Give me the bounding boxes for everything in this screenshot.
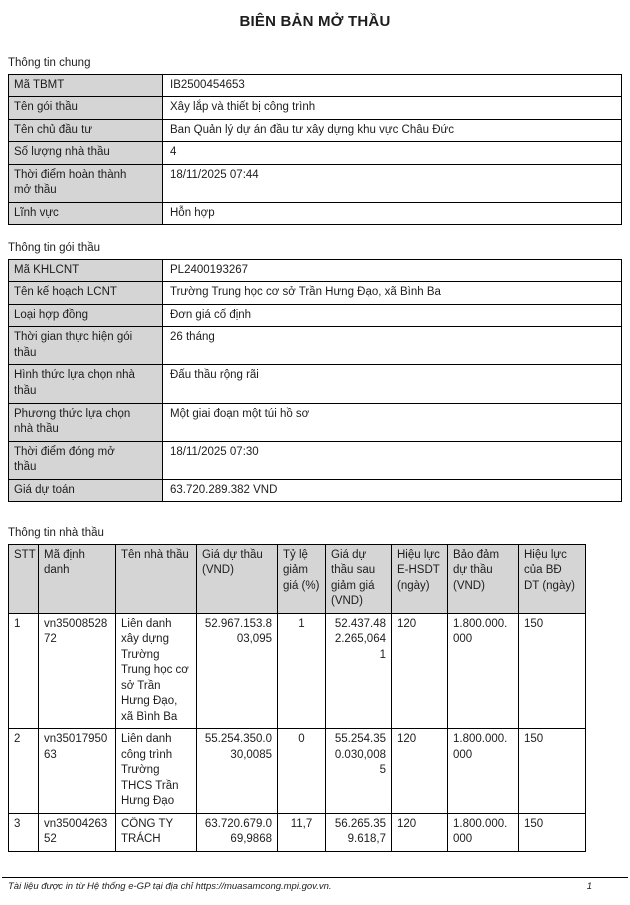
- cell-name: CÔNG TY TRÁCH: [115, 812, 197, 852]
- package-info-table: Mã KHLCNT PL2400193267 Tên kế hoạch LCNT…: [8, 258, 622, 503]
- cell-price-after: 55.254.350.030,0085: [325, 728, 392, 814]
- cell-security-validity: 150: [518, 612, 586, 730]
- cell-discount: 11,7: [277, 812, 326, 852]
- table-row: Tên kế hoạch LCNT Trường Trung học cơ sở…: [8, 281, 622, 305]
- row-value: Một giai đoạn một túi hồ sơ: [162, 402, 622, 442]
- cell-stt: 2: [8, 728, 39, 814]
- cell-name: Liên danh công trình Trường THCS Trần Hư…: [115, 728, 197, 814]
- table-row: Thời điểm hoàn thành mở thầu 18/11/2025 …: [8, 163, 622, 203]
- table-row: Thời điểm đóng mở thầu 18/11/2025 07:30: [8, 440, 622, 480]
- row-label: Thời điểm hoàn thành mở thầu: [8, 163, 163, 203]
- row-label: Phương thức lựa chọn nhà thầu: [8, 402, 163, 442]
- row-value: IB2500454653: [162, 73, 622, 98]
- cell-validity: 120: [391, 728, 448, 814]
- bidders-table: STT Mã định danh Tên nhà thầu Giá dự thầ…: [8, 543, 586, 852]
- row-label: Mã TBMT: [8, 73, 163, 98]
- page-footer: Tài liệu được in từ Hệ thống e-GP tại đị…: [2, 877, 628, 894]
- header-cell-price-after: Giá dự thầu sau giảm giá (VND): [325, 543, 392, 614]
- row-value: 18/11/2025 07:30: [162, 440, 622, 480]
- section-heading-package: Thông tin gói thầu: [8, 242, 101, 255]
- header-cell-id: Mã định danh: [38, 543, 116, 614]
- row-label: Loại hợp đồng: [8, 303, 163, 328]
- header-cell-validity: Hiệu lực E-HSDT (ngày): [391, 543, 448, 614]
- bidder-row: 2 vn3501795063 Liên danh công trình Trườ…: [8, 728, 586, 814]
- row-value: 18/11/2025 07:44: [162, 163, 622, 203]
- row-label: Tên chủ đầu tư: [8, 118, 163, 143]
- footer-note: Tài liệu được in từ Hệ thống e-GP tại đị…: [8, 881, 332, 892]
- row-label: Giá dự toán: [8, 478, 163, 503]
- header-cell-name: Tên nhà thầu: [115, 543, 197, 614]
- header-cell-discount: Tỷ lệ giảm giá (%): [277, 543, 326, 614]
- cell-discount: 1: [277, 612, 326, 730]
- table-row: Giá dự toán 63.720.289.382 VND: [8, 478, 622, 503]
- cell-name: Liên danh xây dựng Trường Trung học cơ s…: [115, 612, 197, 730]
- cell-bid-price: 63.720.679.069,9868: [196, 812, 278, 852]
- row-value: Đơn giá cố định: [162, 303, 622, 328]
- cell-id: vn3500852872: [38, 612, 116, 730]
- cell-security-validity: 150: [518, 728, 586, 814]
- header-cell-security: Bảo đảm dự thầu (VND): [447, 543, 519, 614]
- cell-discount: 0: [277, 728, 326, 814]
- section-heading-bidders: Thông tin nhà thầu: [8, 527, 104, 540]
- cell-stt: 3: [8, 812, 39, 852]
- table-row: Thời gian thực hiện gói thầu 26 tháng: [8, 326, 622, 366]
- table-row: Số lượng nhà thầu 4: [8, 141, 622, 165]
- section-heading-general: Thông tin chung: [8, 57, 91, 70]
- page-number: 1: [586, 881, 592, 892]
- header-cell-stt: STT: [8, 543, 39, 614]
- general-info-table: Mã TBMT IB2500454653 Tên gói thầu Xây lắ…: [8, 73, 622, 226]
- table-row: Hình thức lựa chọn nhà thầu Đấu thầu rộn…: [8, 364, 622, 404]
- cell-id: vn3500426352: [38, 812, 116, 852]
- bidder-row: 1 vn3500852872 Liên danh xây dựng Trường…: [8, 612, 586, 730]
- table-row: Mã TBMT IB2500454653: [8, 73, 622, 98]
- row-label: Lĩnh vực: [8, 201, 163, 226]
- row-value: Đấu thầu rộng rãi: [162, 364, 622, 404]
- row-label: Tên gói thầu: [8, 96, 163, 120]
- row-label: Hình thức lựa chọn nhà thầu: [8, 364, 163, 404]
- cell-security: 1.800.000.000: [447, 612, 519, 730]
- cell-bid-price: 55.254.350.030,0085: [196, 728, 278, 814]
- row-value: Xây lắp và thiết bị công trình: [162, 96, 622, 120]
- table-row: Loại hợp đồng Đơn giá cố định: [8, 303, 622, 328]
- row-label: Tên kế hoạch LCNT: [8, 281, 163, 305]
- table-row: Tên chủ đầu tư Ban Quản lý dự án đầu tư …: [8, 118, 622, 143]
- row-label: Thời điểm đóng mở thầu: [8, 440, 163, 480]
- table-row: Tên gói thầu Xây lắp và thiết bị công tr…: [8, 96, 622, 120]
- table-header-row: STT Mã định danh Tên nhà thầu Giá dự thầ…: [8, 543, 586, 614]
- header-cell-security-validity: Hiệu lực của BĐ DT (ngày): [518, 543, 586, 614]
- cell-price-after: 56.265.359.618,7: [325, 812, 392, 852]
- row-value: 4: [162, 141, 622, 165]
- cell-security: 1.800.000.000: [447, 812, 519, 852]
- cell-security-validity: 150: [518, 812, 586, 852]
- row-value: 63.720.289.382 VND: [162, 478, 622, 503]
- row-label: Số lượng nhà thầu: [8, 141, 163, 165]
- bidder-row-clipped: 3 vn3500426352 CÔNG TY TRÁCH 63.720.679.…: [8, 812, 586, 852]
- row-value: Trường Trung học cơ sở Trần Hưng Đạo, xã…: [162, 281, 622, 305]
- row-value: 26 tháng: [162, 326, 622, 366]
- table-row: Mã KHLCNT PL2400193267: [8, 258, 622, 283]
- table-row: Lĩnh vực Hỗn hợp: [8, 201, 622, 226]
- table-row: Phương thức lựa chọn nhà thầu Một giai đ…: [8, 402, 622, 442]
- cell-security: 1.800.000.000: [447, 728, 519, 814]
- page-title: BIÊN BẢN MỞ THẦU: [239, 13, 391, 30]
- cell-validity: 120: [391, 612, 448, 730]
- cell-bid-price: 52.967.153.803,095: [196, 612, 278, 730]
- cell-id: vn3501795063: [38, 728, 116, 814]
- cell-validity: 120: [391, 812, 448, 852]
- cell-stt: 1: [8, 612, 39, 730]
- row-label: Thời gian thực hiện gói thầu: [8, 326, 163, 366]
- cell-price-after: 52.437.482.265,0641: [325, 612, 392, 730]
- row-value: Ban Quản lý dự án đầu tư xây dựng khu vự…: [162, 118, 622, 143]
- row-value: Hỗn hợp: [162, 201, 622, 226]
- row-value: PL2400193267: [162, 258, 622, 283]
- row-label: Mã KHLCNT: [8, 258, 163, 283]
- header-cell-bid-price: Giá dự thầu (VND): [196, 543, 278, 614]
